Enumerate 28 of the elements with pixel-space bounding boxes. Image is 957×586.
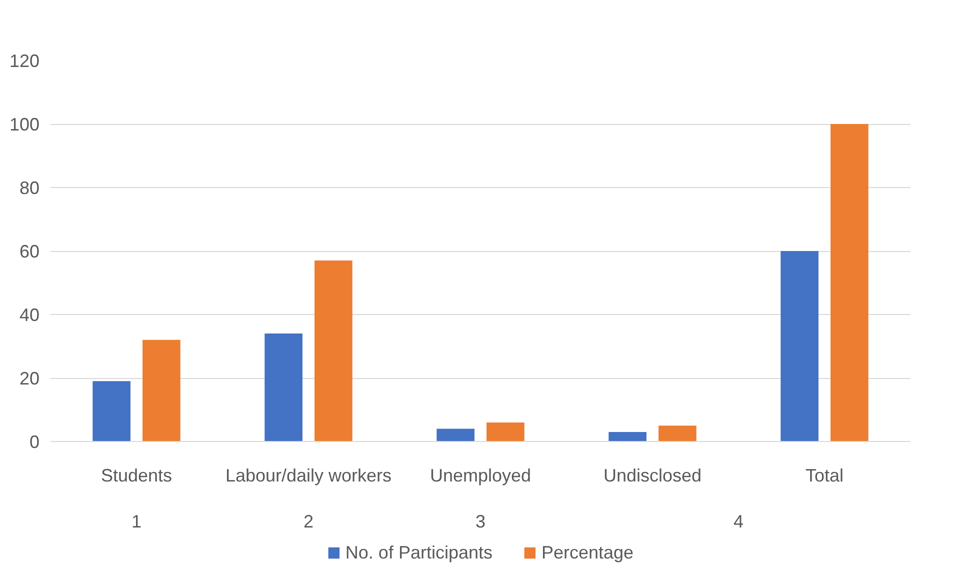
y-tick-label: 80: [19, 178, 40, 198]
y-tick-label: 60: [19, 242, 40, 262]
text: 2: [303, 512, 314, 532]
x-tick-label: Total: [805, 466, 844, 486]
legend-label: Percentage: [542, 542, 634, 563]
bar: [608, 432, 646, 442]
bar: [264, 334, 302, 442]
y-tick-label: 120: [9, 51, 40, 71]
bar: [486, 422, 524, 442]
bar: [436, 428, 474, 442]
bar: [314, 260, 352, 442]
x-tick-label: Unemployed: [430, 466, 532, 486]
legend-label: No. of Participants: [345, 542, 492, 563]
x-tick-label: Undisclosed: [603, 466, 702, 486]
text: 1: [131, 512, 142, 532]
y-tick-label: 40: [19, 305, 40, 325]
y-tick-label: 0: [29, 432, 40, 452]
bar: [658, 426, 696, 442]
x-tick-label: Labour/daily workers: [225, 466, 392, 486]
bar: [92, 381, 130, 442]
bar: [142, 340, 180, 442]
x-tick-label: Students: [100, 466, 172, 486]
text: 4: [733, 512, 744, 532]
bar: [780, 251, 818, 442]
bar: [830, 124, 868, 442]
text: 3: [475, 512, 486, 532]
y-tick-label: 20: [19, 368, 40, 388]
y-tick-label: 100: [9, 114, 40, 134]
